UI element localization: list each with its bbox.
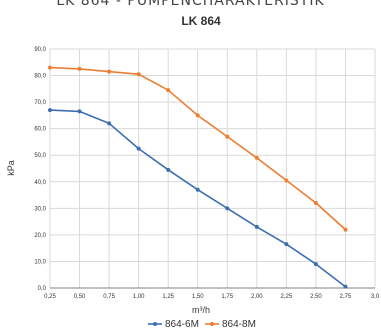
legend-label: 864-8M <box>222 319 256 330</box>
y-tick-label: 30,0 <box>34 206 46 212</box>
data-point <box>195 187 200 192</box>
y-tick-label: 50,0 <box>34 153 46 159</box>
y-tick-label: 80,0 <box>34 74 46 80</box>
data-point <box>107 121 112 126</box>
x-axis-title: m³/h <box>192 305 210 315</box>
legend-marker <box>210 322 214 326</box>
data-point <box>136 72 141 77</box>
data-point <box>107 69 112 74</box>
data-point <box>195 113 200 118</box>
data-point <box>343 284 348 289</box>
data-point <box>48 108 52 113</box>
data-point <box>77 66 82 71</box>
data-point <box>313 262 318 267</box>
x-tick-label: 1,50 <box>192 294 204 300</box>
x-tick-label: 2,50 <box>310 294 322 300</box>
series-group <box>48 65 348 289</box>
data-point <box>136 146 141 151</box>
legend-label: 864-6M <box>165 319 199 330</box>
legend-marker <box>153 322 157 326</box>
y-axis-title: kPa <box>6 160 16 176</box>
grid <box>49 48 376 289</box>
legend: 864-6M 864-8M <box>148 319 256 330</box>
y-tick-label: 20,0 <box>34 233 46 239</box>
chart-title: LK 864 <box>181 14 221 28</box>
data-point <box>284 178 289 183</box>
axis-ticks: 0,0 10,0 20,0 30,0 40,0 50,0 60,0 70,0 80,0 90,0 0… <box>34 47 380 300</box>
y-tick-label: 60,0 <box>34 127 46 133</box>
x-tick-label: 1,00 <box>133 294 145 300</box>
data-point <box>48 65 52 70</box>
y-tick-label: 0,0 <box>38 286 47 292</box>
page-header: LK 864 - PUMPENCHARAKTERISTIK <box>56 0 325 9</box>
x-tick-label: 0,25 <box>44 294 56 300</box>
x-tick-label: 1,75 <box>221 294 233 300</box>
data-point <box>313 201 318 206</box>
data-point <box>77 109 82 114</box>
data-point <box>254 155 259 160</box>
x-tick-label: 2,25 <box>281 294 293 300</box>
y-tick-label: 90,0 <box>34 47 46 53</box>
y-tick-label: 70,0 <box>34 100 46 106</box>
x-tick-label: 1,25 <box>162 294 174 300</box>
x-tick-label: 2,00 <box>251 294 263 300</box>
x-tick-label: 0,75 <box>103 294 115 300</box>
data-point <box>225 206 230 211</box>
data-point <box>166 167 171 172</box>
data-point <box>166 88 171 93</box>
x-tick-label: 2,75 <box>340 294 352 300</box>
data-point <box>284 242 289 247</box>
data-point <box>225 134 230 139</box>
data-point <box>343 227 348 232</box>
x-tick-label: 3,0 <box>371 294 380 300</box>
data-point <box>254 224 259 229</box>
y-tick-label: 10,0 <box>34 259 46 265</box>
x-tick-label: 0,50 <box>74 294 86 300</box>
y-tick-label: 40,0 <box>34 180 46 186</box>
